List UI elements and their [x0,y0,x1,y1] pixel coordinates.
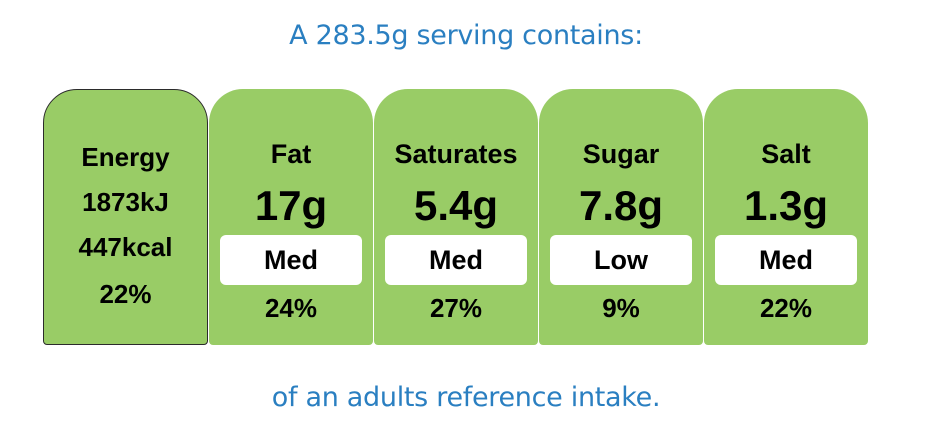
nutrient-name: Salt [761,139,811,169]
nutrient-level-badge: Med [715,235,857,285]
salt-card: Salt 1.3g Med 22% [704,89,868,345]
nutrient-amount: 1.3g [743,182,829,229]
nutrient-amount: 7.8g [578,182,664,229]
energy-kcal: 447kcal [78,232,173,262]
saturates-card: Saturates 5.4g Med 27% [374,89,538,345]
nutrient-name: Sugar [582,139,660,169]
fat-card: Fat 17g Med 24% [209,89,373,345]
energy-label: Energy [81,142,170,172]
nutrient-amount: 17g [254,182,328,229]
energy-kj: 1873kJ [82,187,169,217]
nutrient-percent: 24% [264,293,318,323]
reference-intake-note: of an adults reference intake. [271,382,661,413]
sugar-card: Sugar 7.8g Low 9% [539,89,703,345]
energy-card: Energy 1873kJ 447kcal 22% [43,89,208,345]
nutrient-level-badge: Low [550,235,692,285]
nutrient-percent: 22% [759,293,813,323]
nutrient-name: Fat [270,139,312,169]
nutrient-percent: 9% [602,293,640,323]
energy-percent: 22% [99,279,152,309]
serving-heading: A 283.5g serving contains: [289,20,643,51]
nutrient-name: Saturates [394,139,518,169]
nutrient-amount: 5.4g [413,182,499,229]
nutrient-level-badge: Med [220,235,362,285]
nutrient-level-badge: Med [385,235,527,285]
nutrient-percent: 27% [429,293,483,323]
